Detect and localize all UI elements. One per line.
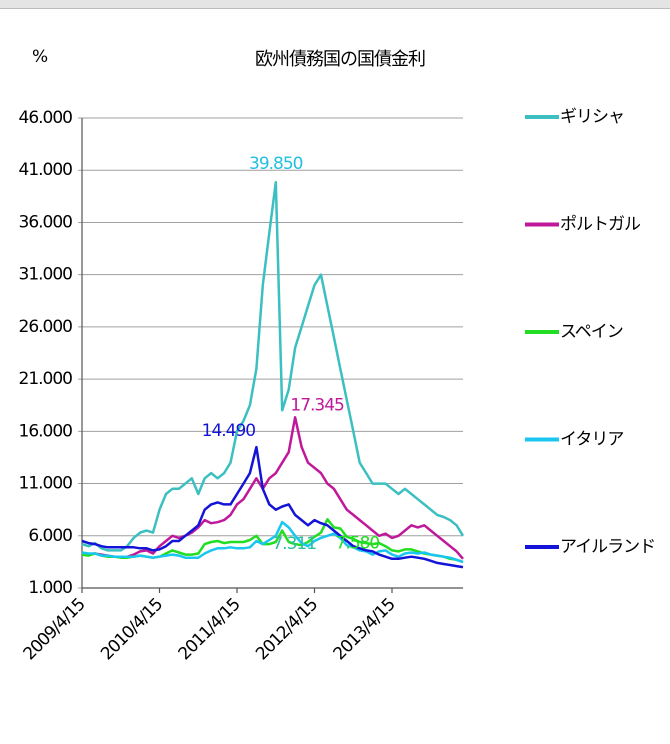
series-line <box>81 520 464 564</box>
x-tick-label: 2013/4/15 <box>330 595 400 665</box>
y-tick-label: 31.000 <box>19 265 73 285</box>
annotation: 14.490 <box>202 421 256 441</box>
series-line <box>81 445 464 569</box>
legend-label: アイルランド <box>560 537 655 557</box>
top-bar <box>0 0 670 8</box>
annotation: 7.580 <box>336 533 380 553</box>
y-axis-label: % <box>32 47 48 67</box>
y-tick-label: 26.000 <box>19 317 73 337</box>
x-tick-label: 2009/4/15 <box>20 595 90 665</box>
legend-label: スペイン <box>560 322 623 342</box>
annotation: 7.311 <box>272 534 316 554</box>
y-tick-label: 41.000 <box>19 160 73 180</box>
legend-label: ギリシャ <box>560 107 624 127</box>
y-tick-label: 16.000 <box>19 421 73 441</box>
annotation: 17.345 <box>290 395 344 415</box>
series-line <box>81 416 464 560</box>
x-tick-label: 2011/4/15 <box>175 595 245 665</box>
legend-label: イタリア <box>560 430 623 450</box>
legend-label: ポルトガル <box>560 215 641 235</box>
y-tick-label: 46.000 <box>19 108 73 128</box>
y-tick-label: 1.000 <box>28 578 72 598</box>
series-line <box>81 180 465 552</box>
y-tick-label: 6.000 <box>28 526 72 546</box>
x-tick-label: 2010/4/15 <box>97 595 167 665</box>
chart-title: 欧州債務国の国債金利 <box>255 49 425 70</box>
y-tick-label: 11.000 <box>19 474 73 494</box>
annotation: 39.850 <box>249 154 303 174</box>
y-tick-label: 21.000 <box>19 369 73 389</box>
y-tick-label: 36.000 <box>19 212 73 232</box>
x-tick-label: 2012/4/15 <box>252 595 322 665</box>
